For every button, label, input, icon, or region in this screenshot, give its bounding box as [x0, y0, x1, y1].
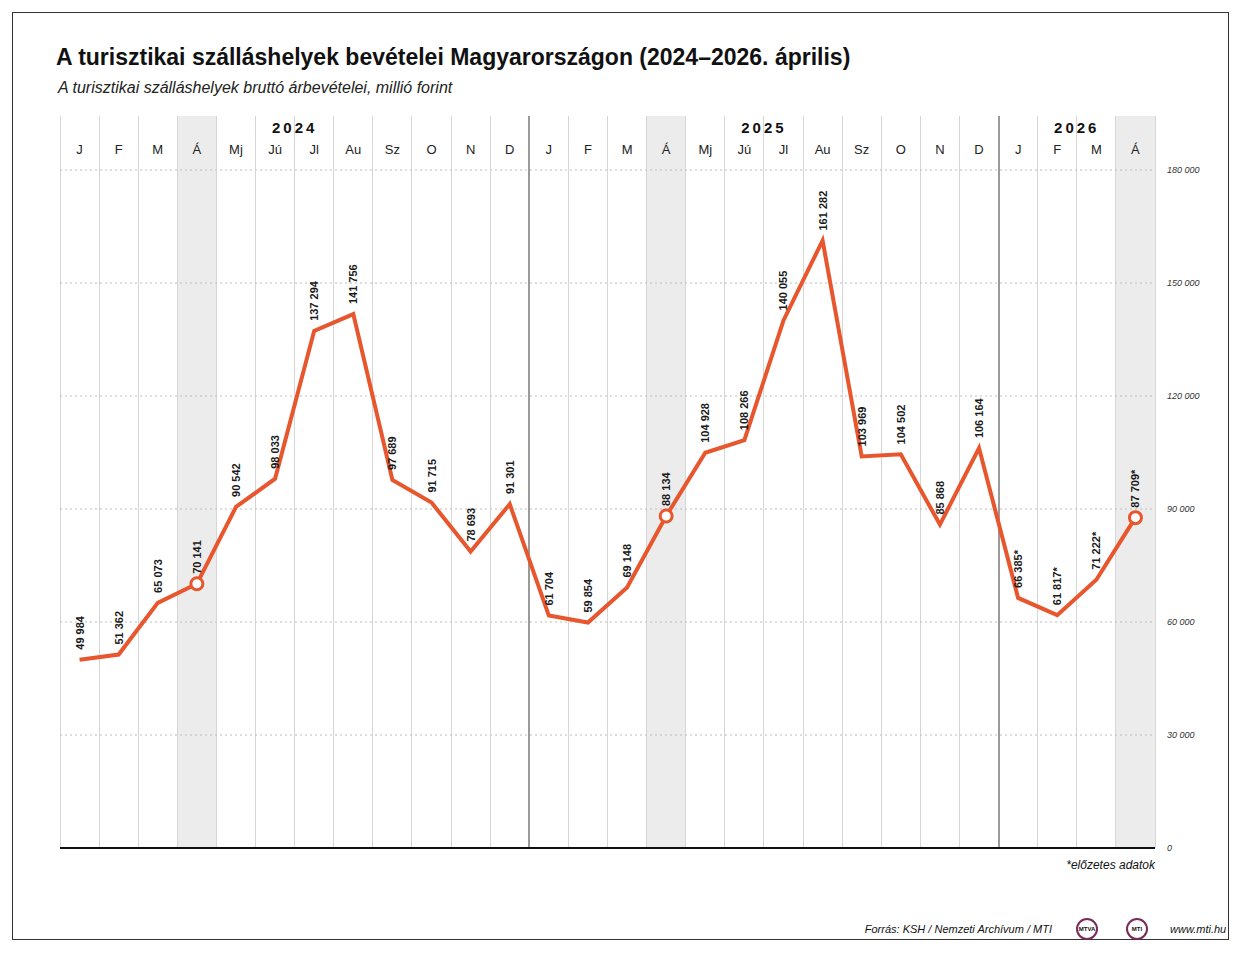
svg-text:O: O — [896, 142, 906, 157]
svg-text:90 542: 90 542 — [230, 463, 242, 497]
html-text:A turisztikai szálláshelyek be: A turisztikai szálláshelyek bevételei Ma… — [56, 44, 851, 70]
svg-text:180 000: 180 000 — [1167, 165, 1200, 175]
svg-text:61 817*: 61 817* — [1051, 567, 1063, 606]
svg-text:Jl: Jl — [779, 142, 789, 157]
svg-text:106 164: 106 164 — [973, 397, 985, 438]
svg-text:69 148: 69 148 — [621, 544, 633, 578]
svg-text:Sz: Sz — [385, 142, 400, 157]
svg-text:87 709*: 87 709* — [1129, 469, 1141, 508]
svg-text:M: M — [152, 142, 163, 157]
svg-text:Sz: Sz — [854, 142, 869, 157]
svg-text:91 301: 91 301 — [504, 460, 516, 494]
svg-text:J: J — [546, 142, 553, 157]
svg-text:71 222*: 71 222* — [1090, 531, 1102, 570]
svg-text:161 282: 161 282 — [817, 191, 829, 231]
svg-text:97 689: 97 689 — [386, 436, 398, 470]
svg-text:61 704: 61 704 — [543, 571, 555, 606]
svg-text:140 055: 140 055 — [777, 271, 789, 311]
svg-text:120 000: 120 000 — [1167, 391, 1200, 401]
svg-text:Au: Au — [345, 142, 361, 157]
svg-text:O: O — [426, 142, 436, 157]
svg-text:98 033: 98 033 — [269, 435, 281, 469]
svg-text:0: 0 — [1167, 843, 1172, 853]
svg-text:Jú: Jú — [738, 142, 752, 157]
svg-text:D: D — [974, 142, 983, 157]
svg-text:Jl: Jl — [310, 142, 320, 157]
svg-text:103 969: 103 969 — [856, 407, 868, 447]
svg-text:141 756: 141 756 — [347, 264, 359, 304]
svg-text:F: F — [1053, 142, 1061, 157]
svg-text:Á: Á — [193, 142, 202, 157]
html-text:*előzetes adatok: *előzetes adatok — [1066, 858, 1155, 872]
svg-text:N: N — [935, 142, 944, 157]
svg-text:M: M — [622, 142, 633, 157]
html-text:Forrás: KSH / Nemzeti Archívum: Forrás: KSH / Nemzeti Archívum / MTI — [864, 923, 1052, 935]
svg-text:104 502: 104 502 — [895, 405, 907, 445]
svg-text:59 854: 59 854 — [582, 578, 594, 613]
svg-text:Mj: Mj — [698, 142, 712, 157]
svg-text:108 266: 108 266 — [738, 390, 750, 430]
svg-text:90 000: 90 000 — [1167, 504, 1195, 514]
html-text:MTVA: MTVA — [1078, 926, 1096, 932]
svg-text:J: J — [76, 142, 83, 157]
svg-text:88 134: 88 134 — [660, 472, 672, 507]
svg-text:Á: Á — [1131, 142, 1140, 157]
svg-text:F: F — [584, 142, 592, 157]
svg-text:D: D — [505, 142, 514, 157]
svg-text:137 294: 137 294 — [308, 280, 320, 321]
html-text:A turisztikai szálláshelyek br: A turisztikai szálláshelyek bruttó árbev… — [58, 79, 453, 96]
svg-text:49 984: 49 984 — [74, 615, 86, 650]
svg-text:65 073: 65 073 — [152, 559, 164, 593]
html-text:2025: 2025 — [741, 119, 787, 136]
svg-text:51 362: 51 362 — [113, 611, 125, 645]
svg-text:F: F — [115, 142, 123, 157]
svg-text:150 000: 150 000 — [1167, 278, 1200, 288]
html-text:2026: 2026 — [1054, 119, 1100, 136]
svg-text:Mj: Mj — [229, 142, 243, 157]
svg-text:70 141: 70 141 — [191, 540, 203, 574]
svg-text:J: J — [1015, 142, 1022, 157]
svg-text:60 000: 60 000 — [1167, 617, 1195, 627]
svg-text:30 000: 30 000 — [1167, 730, 1195, 740]
svg-text:N: N — [466, 142, 475, 157]
svg-text:66 385*: 66 385* — [1012, 549, 1024, 588]
svg-text:M: M — [1091, 142, 1102, 157]
svg-text:78 693: 78 693 — [465, 508, 477, 542]
svg-text:91 715: 91 715 — [426, 459, 438, 493]
svg-text:Á: Á — [662, 142, 671, 157]
svg-text:Au: Au — [815, 142, 831, 157]
html-text:www.mti.hu: www.mti.hu — [1170, 923, 1227, 935]
svg-text:85 868: 85 868 — [934, 481, 946, 515]
svg-text:Jú: Jú — [268, 142, 282, 157]
html-text:MTI: MTI — [1131, 926, 1143, 932]
svg-text:104 928: 104 928 — [699, 403, 711, 443]
html-text:2024: 2024 — [272, 119, 318, 136]
